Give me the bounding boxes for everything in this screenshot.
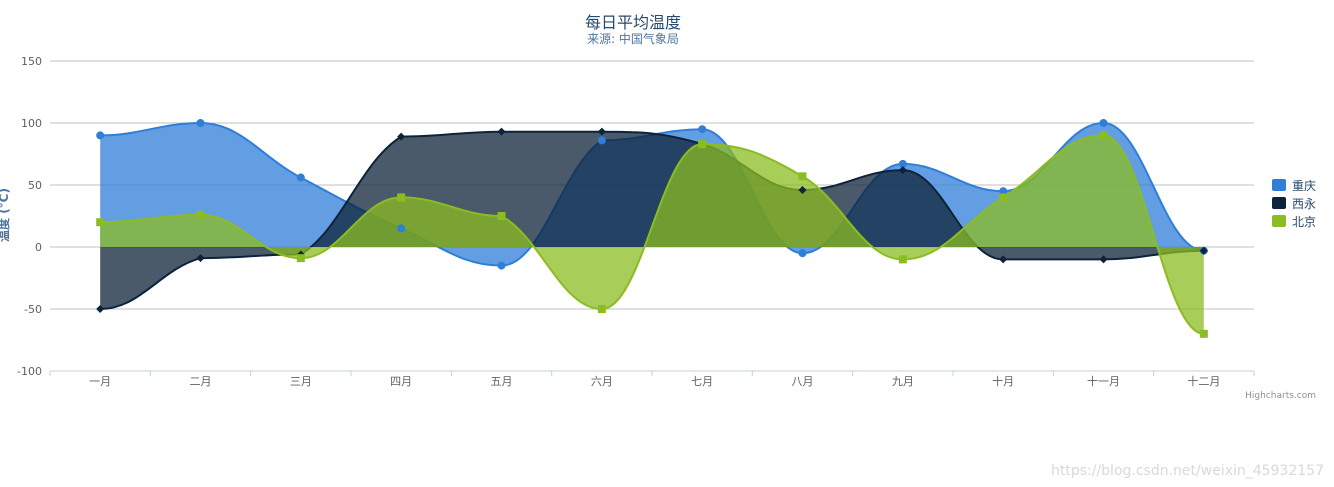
series-area-2 bbox=[100, 131, 1204, 309]
data-point-marker[interactable] bbox=[397, 132, 406, 141]
data-point-marker[interactable] bbox=[999, 187, 1008, 196]
data-point-marker[interactable] bbox=[698, 140, 707, 149]
data-point-marker[interactable] bbox=[798, 249, 807, 258]
data-point-marker[interactable] bbox=[497, 261, 506, 270]
legend-item-label[interactable]: 北京 bbox=[1292, 215, 1316, 229]
x-tick-label: 四月 bbox=[390, 375, 412, 388]
credits-link[interactable]: Highcharts.com bbox=[1245, 391, 1316, 401]
data-point-marker[interactable] bbox=[397, 224, 406, 233]
data-point-marker[interactable] bbox=[296, 254, 305, 263]
y-tick-label: -50 bbox=[24, 303, 42, 316]
chart-subtitle: 来源: 中国气象局 bbox=[587, 31, 679, 46]
data-point-marker[interactable] bbox=[798, 185, 807, 194]
legend-swatch[interactable] bbox=[1272, 215, 1286, 227]
data-point-marker[interactable] bbox=[1099, 131, 1108, 140]
legend-item-label[interactable]: 西永 bbox=[1292, 197, 1316, 211]
y-tick-label: 100 bbox=[21, 117, 42, 130]
data-point-marker[interactable] bbox=[196, 119, 205, 127]
data-point-marker[interactable] bbox=[1099, 119, 1108, 127]
x-tick-label: 十月 bbox=[992, 374, 1014, 388]
y-tick-label: 0 bbox=[35, 241, 42, 254]
x-tick-label: 八月 bbox=[792, 375, 814, 388]
y-tick-label: 50 bbox=[28, 179, 42, 192]
data-point-marker[interactable] bbox=[597, 127, 606, 136]
x-tick-label: 七月 bbox=[691, 375, 713, 388]
data-point-marker[interactable] bbox=[96, 305, 105, 313]
series-area-3 bbox=[100, 135, 1204, 334]
x-tick-label: 二月 bbox=[190, 375, 212, 388]
legend-item-label[interactable]: 重庆 bbox=[1292, 179, 1316, 193]
x-tick-label: 三月 bbox=[290, 375, 312, 388]
series-areas bbox=[100, 121, 1204, 335]
x-tick-label: 六月 bbox=[591, 375, 613, 388]
data-point-marker[interactable] bbox=[397, 193, 406, 202]
data-point-marker[interactable] bbox=[999, 193, 1008, 202]
series-markers bbox=[96, 119, 1208, 338]
x-tick-label: 九月 bbox=[892, 375, 914, 388]
x-axis: 一月 二月 三月 四月 五月 六月 七月 八月 九月 十月 十一月 十二月 bbox=[49, 370, 1255, 388]
data-point-marker[interactable] bbox=[1099, 255, 1108, 264]
data-point-marker[interactable] bbox=[96, 218, 105, 227]
data-point-marker[interactable] bbox=[597, 305, 606, 313]
data-point-marker[interactable] bbox=[999, 255, 1008, 264]
data-point-marker[interactable] bbox=[898, 166, 907, 175]
y-tick-label: -100 bbox=[17, 365, 42, 378]
data-point-marker[interactable] bbox=[497, 127, 506, 136]
data-point-marker[interactable] bbox=[497, 212, 506, 220]
x-tick-label: 五月 bbox=[491, 375, 513, 388]
data-point-marker[interactable] bbox=[296, 173, 305, 182]
data-point-marker[interactable] bbox=[1199, 329, 1208, 338]
data-point-marker[interactable] bbox=[698, 125, 707, 134]
x-tick-label: 十一月 bbox=[1087, 374, 1120, 388]
watermark-text: https://blog.csdn.net/weixin_45932157 bbox=[1051, 463, 1324, 479]
x-tick-label: 一月 bbox=[89, 375, 111, 388]
legend-swatch[interactable] bbox=[1272, 179, 1286, 191]
x-tick-label: 十二月 bbox=[1187, 374, 1220, 388]
data-point-marker[interactable] bbox=[898, 159, 907, 168]
data-point-marker[interactable] bbox=[898, 255, 907, 264]
legend-swatch[interactable] bbox=[1272, 197, 1286, 209]
data-point-marker[interactable] bbox=[196, 210, 205, 219]
data-point-marker[interactable] bbox=[597, 136, 606, 145]
y-axis-ticks: -100 -50 0 50 100 150 bbox=[17, 55, 42, 378]
y-tick-label: 150 bbox=[21, 55, 42, 68]
chart-title: 每日平均温度 bbox=[585, 13, 681, 32]
data-point-marker[interactable] bbox=[798, 172, 807, 181]
data-point-marker[interactable] bbox=[1199, 246, 1208, 255]
data-point-marker[interactable] bbox=[196, 254, 205, 263]
y-axis-title: 温度 (°C) bbox=[0, 188, 11, 242]
data-point-marker[interactable] bbox=[96, 131, 105, 140]
